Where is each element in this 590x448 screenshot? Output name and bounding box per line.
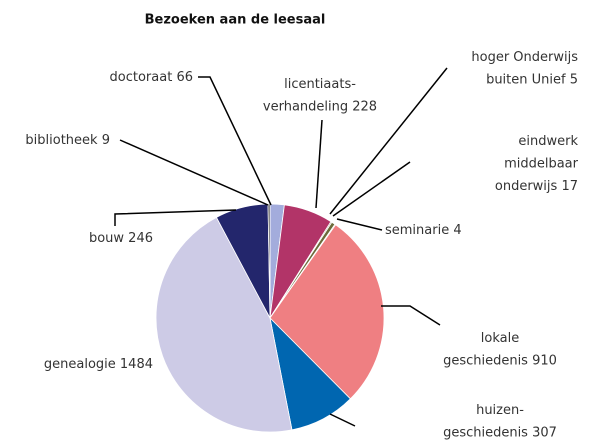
label-line: bibliotheek <box>25 133 98 148</box>
value-label: 1484 <box>120 357 153 372</box>
leader-line <box>332 161 411 217</box>
label-line: eindwerk <box>518 134 578 149</box>
label-line: lokale <box>481 331 519 346</box>
value-label: 307 <box>532 425 557 440</box>
label-line: hoger Onderwijs <box>471 50 578 65</box>
label-line: verhandeling <box>263 99 348 114</box>
pie-slice <box>155 216 293 433</box>
slice-label: lokale geschiedenis 910 <box>443 331 557 369</box>
slice-label: hoger Onderwijs buiten Unief 5 <box>471 50 578 88</box>
label-line: middelbaar <box>504 156 579 171</box>
value-label: 4 <box>453 223 461 238</box>
slice-label: eindwerk middelbaar onderwijs 17 <box>495 134 579 194</box>
slice-label: bibliotheek 9 <box>25 133 110 148</box>
value-label: 66 <box>176 70 193 85</box>
pie-slice <box>269 224 385 400</box>
slice-label: doctoraat 66 <box>110 70 193 85</box>
slice-label: seminarie 4 <box>385 223 462 238</box>
label-line: huizen- <box>476 403 524 418</box>
value-label: 246 <box>128 231 153 246</box>
label-line: buiten Unief <box>486 72 566 87</box>
value-label: 910 <box>532 353 557 368</box>
label-line: bouw <box>89 231 124 246</box>
value-label: 17 <box>561 179 578 194</box>
chart-title: Bezoeken aan de leesaal <box>145 13 326 28</box>
leader-line <box>381 305 441 326</box>
label-line: licentiaats- <box>284 77 356 92</box>
leader-line <box>119 139 269 206</box>
slice-label: genealogie 1484 <box>44 357 153 372</box>
leader-line <box>198 76 272 206</box>
slice-label: licentiaats-verhandeling 228 <box>263 77 377 115</box>
value-label: 228 <box>352 99 377 114</box>
label-line: doctoraat <box>110 70 173 85</box>
leader-line <box>336 218 383 231</box>
leader-line <box>315 119 323 209</box>
leader-line <box>329 413 356 427</box>
label-line: onderwijs <box>495 179 558 194</box>
label-line: geschiedenis <box>443 353 528 368</box>
slice-label: huizen-geschiedenis 307 <box>443 403 557 441</box>
leader-line <box>114 209 237 226</box>
value-label: 9 <box>102 133 110 148</box>
slice-label: bouw 246 <box>89 231 153 246</box>
label-line: geschiedenis <box>443 425 528 440</box>
value-label: 5 <box>570 72 578 87</box>
leader-line <box>329 67 448 215</box>
label-line: genealogie <box>44 357 116 372</box>
label-line: seminarie <box>385 223 449 238</box>
